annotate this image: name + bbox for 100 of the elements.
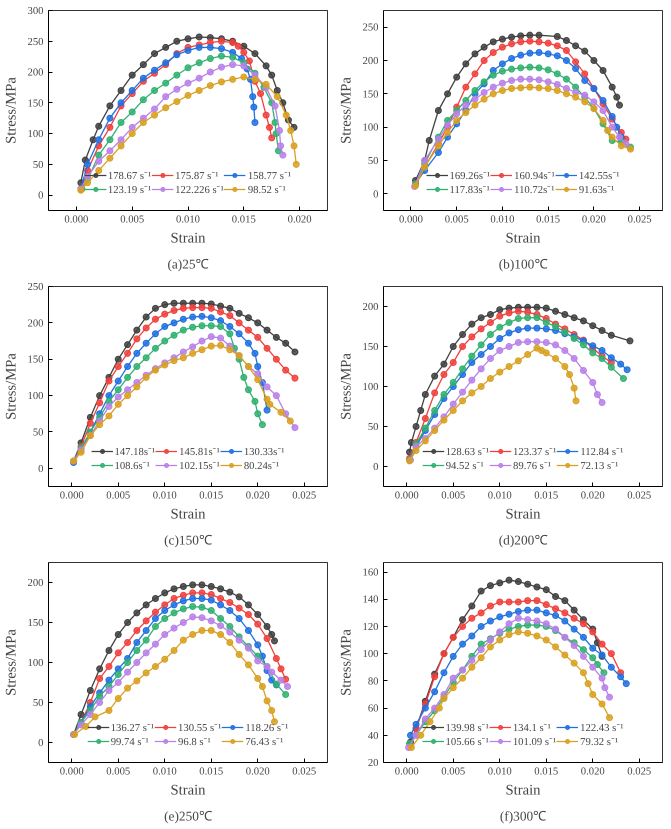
y-tick-label: 100 — [28, 129, 44, 140]
x-tick-label: 0.015 — [199, 766, 224, 778]
y-tick-label: 250 — [28, 36, 44, 48]
legend-label: 139.98 s⁻¹ — [446, 722, 489, 734]
legend-label: 101.09 s⁻¹ — [512, 736, 556, 748]
text: (e)250℃ — [164, 808, 212, 824]
x-axis-title: Strain — [170, 782, 206, 798]
y-tick-label: 150 — [28, 98, 44, 110]
x-tick-label: 0.020 — [246, 766, 270, 778]
y-tick-label: 200 — [28, 68, 44, 79]
x-tick-label: 0.000 — [64, 214, 88, 226]
legend-label: 122.43 s⁻¹ — [580, 722, 624, 734]
y-axis-title: Stress/MPa — [338, 76, 355, 144]
y-axis-title: Stress/MPa — [338, 352, 355, 420]
x-tick-label: 0.010 — [176, 214, 200, 226]
legend-label: 134.1 s⁻¹ — [512, 722, 551, 734]
y-tick-label: 100 — [362, 382, 378, 393]
y-tick-label: 20 — [368, 758, 378, 769]
legend-label: 72.13 s⁻¹ — [580, 460, 618, 472]
y-tick-label: 100 — [28, 391, 44, 402]
y-tick-label: 40 — [368, 730, 378, 742]
x-tick-label: 0.000 — [60, 490, 84, 502]
y-tick-label: 100 — [362, 649, 378, 660]
y-tick-label: 160 — [362, 568, 378, 579]
legend-label: 118.26 s⁻¹ — [245, 722, 288, 734]
legend-label: 105.66 s⁻¹ — [446, 736, 489, 748]
x-tick-label: 0.025 — [292, 766, 316, 778]
y-tick-label: 0 — [38, 464, 44, 475]
legend-label: 145.81s⁻¹ — [179, 446, 220, 458]
legend-label: 158.77 s⁻¹ — [248, 170, 292, 182]
legend-label: 91.63s⁻¹ — [578, 184, 614, 196]
legend-label: 89.76 s⁻¹ — [513, 460, 552, 472]
y-tick-label: 150 — [362, 342, 378, 353]
x-tick-label: 0.010 — [152, 490, 177, 502]
x-tick-label: 0.025 — [292, 490, 316, 502]
y-tick-label: 0 — [38, 190, 44, 202]
text: (f)300℃ — [500, 808, 546, 824]
text: (a)25℃ — [167, 256, 209, 272]
x-tick-label: 0.015 — [536, 214, 560, 226]
y-tick-label: 60 — [368, 704, 378, 715]
x-tick-label: 0.000 — [398, 214, 423, 226]
legend-label: 98.52 s⁻¹ — [248, 184, 286, 196]
legend-label: 123.37 s⁻¹ — [513, 446, 556, 458]
x-tick-label: 0.010 — [152, 766, 177, 778]
legend-label: 94.52 s⁻¹ — [446, 460, 484, 472]
legend-label: 80.24s⁻¹ — [244, 460, 280, 472]
y-tick-label: 100 — [362, 122, 378, 134]
x-tick-label: 0.015 — [199, 490, 224, 502]
y-axis-title: Stress/MPa — [4, 76, 20, 144]
x-tick-label: 0.020 — [288, 214, 312, 226]
x-tick-label: 0.005 — [106, 766, 130, 778]
y-tick-label: 150 — [28, 618, 44, 629]
legend-label: 169.26s⁻¹ — [450, 170, 490, 182]
y-tick-label: 150 — [28, 354, 44, 366]
x-tick-label: 0.015 — [534, 766, 558, 778]
x-tick-label: 0.005 — [444, 214, 469, 226]
y-tick-label: 200 — [362, 302, 378, 313]
y-tick-label: 120 — [362, 622, 378, 633]
x-tick-label: 0.025 — [627, 766, 652, 778]
x-tick-label: 0.010 — [488, 490, 512, 502]
x-tick-label: 0.000 — [394, 490, 419, 502]
x-tick-label: 0.010 — [488, 766, 512, 778]
legend-label: 147.18s⁻¹ — [114, 446, 156, 458]
legend-label: 76.43 s⁻¹ — [245, 736, 284, 748]
y-tick-label: 0 — [373, 189, 378, 200]
y-axis-title: Stress/MPa — [4, 352, 20, 420]
legend-label: 130.33s⁻¹ — [244, 446, 284, 458]
x-tick-label: 0.020 — [246, 490, 270, 502]
legend-label: 178.67 s⁻¹ — [108, 170, 152, 182]
x-tick-label: 0.025 — [628, 214, 652, 226]
legend-label: 175.87 s⁻¹ — [175, 170, 218, 182]
legend-label: 130.55 s⁻¹ — [178, 722, 222, 734]
x-tick-label: 0.005 — [441, 490, 466, 502]
legend-label: 108.6s⁻¹ — [114, 460, 150, 472]
y-tick-label: 250 — [362, 22, 378, 34]
text: (d)200℃ — [498, 532, 548, 548]
y-tick-label: 50 — [368, 156, 378, 167]
y-tick-label: 50 — [32, 427, 44, 438]
legend-label: 128.63 s⁻¹ — [446, 446, 490, 458]
y-axis-title: Stress/MPa — [4, 628, 20, 696]
legend-label: 102.15s⁻¹ — [179, 460, 220, 472]
y-tick-label: 140 — [362, 594, 378, 606]
x-tick-label: 0.020 — [582, 214, 606, 226]
legend-label: 160.94s⁻¹ — [514, 170, 555, 182]
legend-label: 142.55s⁻¹ — [578, 170, 620, 182]
y-tick-label: 200 — [28, 578, 44, 589]
legend-label: 110.72s⁻¹ — [514, 184, 554, 196]
x-axis-title: Strain — [170, 230, 206, 246]
x-tick-label: 0.020 — [580, 766, 605, 778]
y-tick-label: 0 — [373, 462, 378, 473]
x-tick-label: 0.005 — [106, 490, 130, 502]
x-axis-title: Strain — [170, 506, 206, 522]
text: (c)150℃ — [164, 532, 212, 548]
y-tick-label: 150 — [362, 89, 378, 100]
y-tick-label: 300 — [28, 6, 44, 17]
x-tick-label: 0.015 — [534, 490, 558, 502]
legend-label: 122.226 s⁻¹ — [175, 184, 224, 196]
x-tick-label: 0.015 — [232, 214, 256, 226]
legend-label: 99.74 s⁻¹ — [110, 736, 149, 748]
legend-label: 96.8 s⁻¹ — [178, 736, 211, 748]
